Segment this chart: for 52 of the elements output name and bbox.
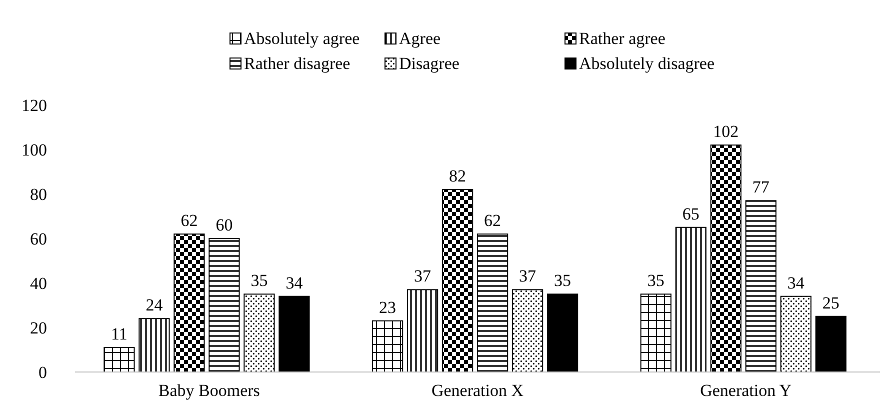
bar xyxy=(780,296,812,372)
legend-label: Absolutely agree xyxy=(244,29,360,48)
data-label: 62 xyxy=(180,211,198,230)
y-tick-label: 100 xyxy=(22,140,47,160)
y-tick-label: 60 xyxy=(30,230,47,248)
bar xyxy=(208,238,240,372)
legend-label: Rather disagree xyxy=(244,54,350,73)
bar xyxy=(442,189,474,372)
data-label: 35 xyxy=(554,271,572,290)
bar xyxy=(372,320,404,372)
y-tick-label: 40 xyxy=(30,274,47,293)
legend-label: Rather agree xyxy=(579,29,666,48)
bar xyxy=(174,234,205,372)
data-label: 11 xyxy=(111,324,128,344)
bar xyxy=(745,200,776,372)
data-label: 65 xyxy=(682,204,700,224)
bar xyxy=(710,144,742,372)
legend-label: Agree xyxy=(399,29,441,48)
x-tick-label: Baby Boomers xyxy=(158,381,260,400)
legend-label: Disagree xyxy=(399,54,460,73)
bar xyxy=(477,234,508,372)
y-tick-label: 80 xyxy=(30,185,47,204)
data-label: 82 xyxy=(449,166,466,186)
bar xyxy=(512,289,544,372)
data-label: 35 xyxy=(250,271,268,290)
data-label: 77 xyxy=(752,178,770,197)
bar xyxy=(547,294,578,372)
bar xyxy=(815,316,846,372)
legend-label: Absolutely disagree xyxy=(579,54,714,73)
data-label: 24 xyxy=(146,296,164,315)
data-label: 34 xyxy=(787,273,805,292)
data-label: 34 xyxy=(286,273,304,292)
bar xyxy=(104,347,135,372)
bar xyxy=(640,294,672,372)
data-label: 25 xyxy=(822,293,840,312)
y-tick-label: 120 xyxy=(22,96,47,115)
data-label: 37 xyxy=(414,266,432,286)
data-label: 35 xyxy=(647,271,664,290)
data-label: 60 xyxy=(216,216,233,234)
x-tick-label: Generation X xyxy=(431,381,524,400)
bar xyxy=(278,296,310,372)
y-tick-label: 20 xyxy=(30,318,47,338)
data-label: 23 xyxy=(379,298,396,317)
bar xyxy=(138,318,170,372)
data-label: 102 xyxy=(713,122,739,142)
data-label: 37 xyxy=(519,266,537,286)
data-label: 62 xyxy=(484,211,502,230)
bar xyxy=(407,289,438,372)
y-tick-label: 0 xyxy=(38,363,47,382)
x-tick-label: Generation Y xyxy=(700,381,792,400)
bar xyxy=(244,294,275,372)
bar xyxy=(675,226,706,372)
